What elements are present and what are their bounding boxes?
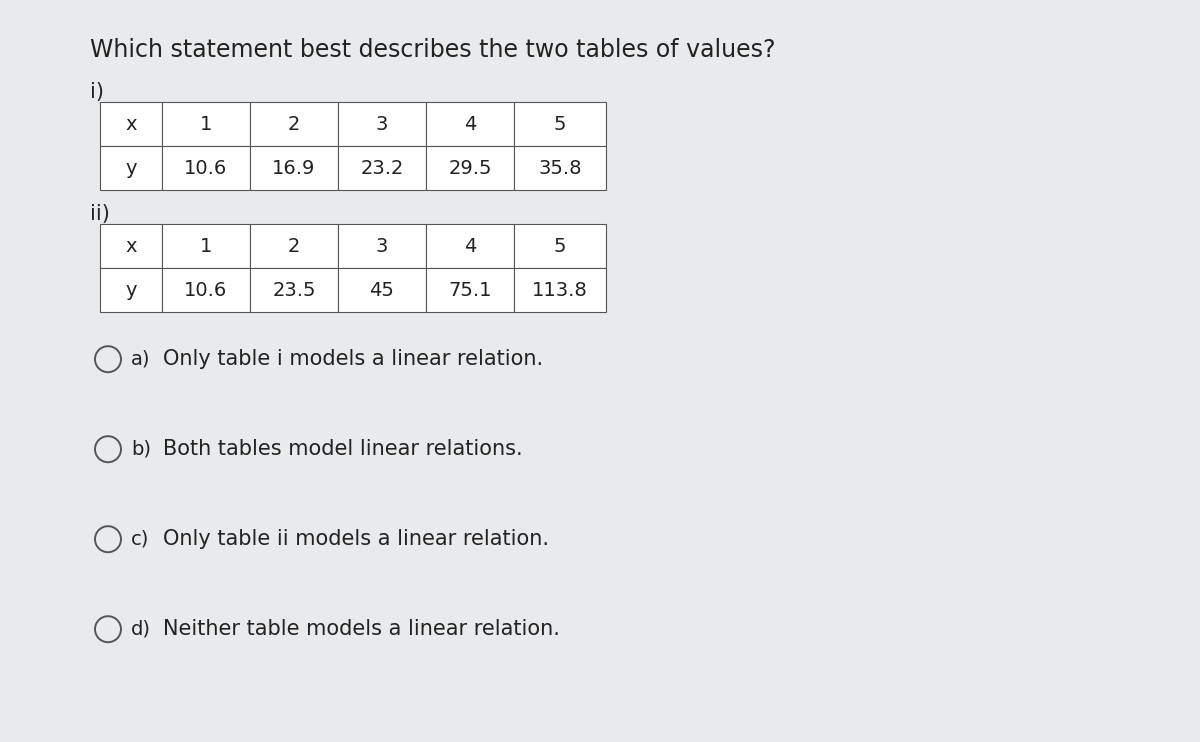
Bar [162, 224, 250, 268]
Bar [338, 268, 426, 312]
Text: 113.8: 113.8 [532, 280, 588, 300]
Bar [514, 102, 606, 146]
Bar [250, 102, 338, 146]
Bar [162, 146, 250, 190]
Text: 4: 4 [464, 237, 476, 255]
Text: 23.5: 23.5 [272, 280, 316, 300]
Bar [250, 268, 338, 312]
Bar [426, 102, 514, 146]
Bar [514, 224, 606, 268]
Text: y: y [125, 280, 137, 300]
Bar [338, 224, 426, 268]
Text: 5: 5 [553, 237, 566, 255]
Text: 10.6: 10.6 [185, 280, 228, 300]
Text: a): a) [131, 349, 150, 369]
Text: d): d) [131, 620, 151, 639]
Bar [426, 268, 514, 312]
Text: Both tables model linear relations.: Both tables model linear relations. [163, 439, 523, 459]
Bar [338, 146, 426, 190]
Text: 3: 3 [376, 114, 388, 134]
Text: 29.5: 29.5 [449, 159, 492, 177]
Bar [162, 102, 250, 146]
Text: 75.1: 75.1 [449, 280, 492, 300]
Text: Only table ii models a linear relation.: Only table ii models a linear relation. [163, 529, 550, 549]
Bar [162, 268, 250, 312]
Text: 3: 3 [376, 237, 388, 255]
Bar [426, 224, 514, 268]
Text: 1: 1 [200, 237, 212, 255]
Text: 2: 2 [288, 114, 300, 134]
Bar [100, 268, 162, 312]
Text: Only table i models a linear relation.: Only table i models a linear relation. [163, 349, 544, 370]
Text: x: x [125, 237, 137, 255]
Text: 2: 2 [288, 237, 300, 255]
Bar [514, 146, 606, 190]
Text: 1: 1 [200, 114, 212, 134]
Text: 10.6: 10.6 [185, 159, 228, 177]
Bar [100, 146, 162, 190]
Bar [250, 224, 338, 268]
Text: b): b) [131, 440, 151, 459]
Bar [514, 268, 606, 312]
Text: Neither table models a linear relation.: Neither table models a linear relation. [163, 620, 560, 639]
Bar [100, 102, 162, 146]
Bar [338, 102, 426, 146]
Bar [100, 224, 162, 268]
Text: 16.9: 16.9 [272, 159, 316, 177]
Text: 35.8: 35.8 [539, 159, 582, 177]
Bar [250, 146, 338, 190]
Text: i): i) [90, 82, 104, 102]
Text: 5: 5 [553, 114, 566, 134]
Text: 4: 4 [464, 114, 476, 134]
Text: 23.2: 23.2 [360, 159, 403, 177]
Text: ii): ii) [90, 204, 110, 224]
Text: y: y [125, 159, 137, 177]
Text: c): c) [131, 530, 149, 548]
Text: x: x [125, 114, 137, 134]
Bar [426, 146, 514, 190]
Text: Which statement best describes the two tables of values?: Which statement best describes the two t… [90, 38, 775, 62]
Text: 45: 45 [370, 280, 395, 300]
